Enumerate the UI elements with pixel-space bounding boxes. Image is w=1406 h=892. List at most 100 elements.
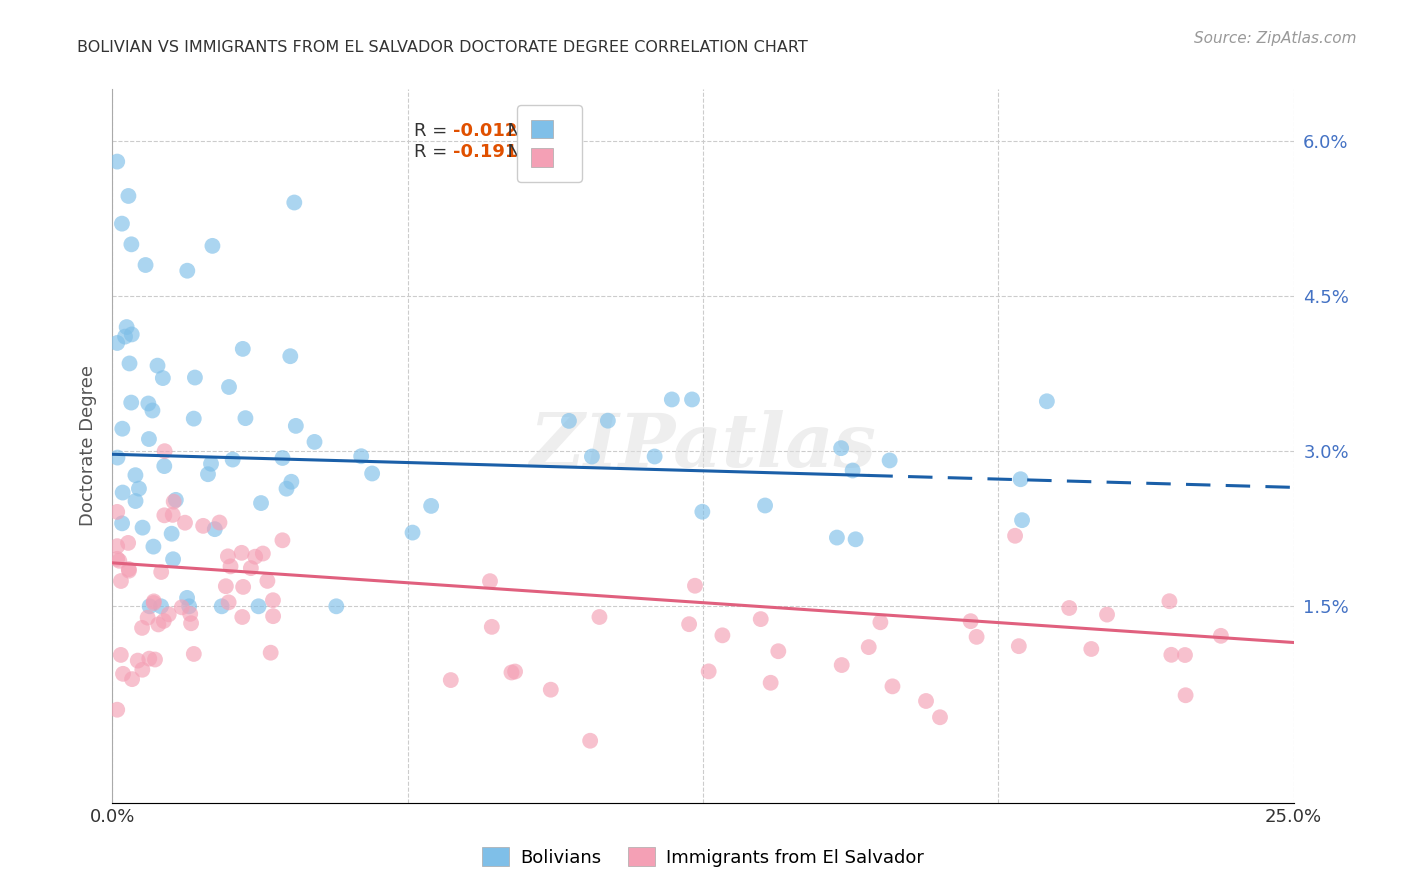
Point (114, 329, 136, 343)
Point (111, 516, 134, 531)
Point (170, 600, 193, 615)
Point (579, 733, 602, 747)
Point (759, 675, 782, 690)
Point (831, 658, 853, 673)
Point (678, 617, 700, 632)
Point (135, 258, 157, 272)
Point (163, 494, 186, 508)
Point (478, 574, 501, 589)
Point (118, 564, 141, 578)
Point (184, 370, 207, 384)
Point (845, 533, 868, 547)
Point (112, 666, 135, 681)
Point (271, 533, 294, 548)
Point (118, 562, 141, 576)
Point (276, 482, 298, 496)
Point (749, 612, 772, 626)
Point (915, 694, 938, 708)
Point (152, 371, 174, 385)
Point (841, 463, 863, 477)
Point (1160, 648, 1182, 662)
Point (128, 482, 150, 496)
Point (118, 356, 141, 370)
Text: N =: N = (496, 121, 548, 139)
Point (232, 580, 254, 594)
Point (150, 565, 173, 579)
Point (218, 595, 240, 609)
Point (830, 441, 852, 455)
Point (588, 610, 610, 624)
Point (124, 468, 146, 483)
Point (879, 453, 901, 467)
Point (260, 646, 283, 660)
Point (711, 628, 734, 642)
Point (1036, 394, 1059, 409)
Point (131, 663, 153, 677)
Text: 83: 83 (529, 143, 554, 161)
Point (201, 239, 224, 253)
Point (115, 320, 138, 334)
Text: -0.191: -0.191 (453, 143, 517, 161)
Point (179, 607, 201, 621)
Point (325, 599, 347, 614)
Point (162, 552, 184, 566)
Point (107, 450, 129, 465)
Point (179, 599, 201, 614)
Point (105, 505, 128, 519)
Point (245, 549, 267, 564)
Point (420, 499, 443, 513)
Text: R =: R = (413, 143, 458, 161)
Point (183, 647, 205, 661)
Point (239, 561, 262, 575)
Point (221, 452, 243, 467)
Point (174, 516, 197, 530)
Point (1209, 629, 1232, 643)
Point (111, 485, 134, 500)
Point (235, 411, 257, 425)
Point (110, 574, 132, 588)
Point (271, 450, 294, 465)
Point (108, 554, 131, 568)
Point (183, 411, 205, 425)
Point (697, 665, 720, 679)
Point (121, 327, 143, 342)
Point (1159, 594, 1181, 608)
Point (481, 620, 503, 634)
Point (278, 349, 301, 363)
Point (176, 591, 198, 605)
Point (262, 609, 284, 624)
Point (825, 531, 848, 545)
Point (197, 467, 219, 482)
Point (120, 395, 142, 409)
Point (218, 380, 240, 394)
Point (1004, 529, 1026, 543)
Point (143, 652, 166, 666)
Point (153, 508, 176, 523)
Point (211, 599, 233, 614)
Point (150, 599, 173, 614)
Point (440, 673, 463, 687)
Point (250, 496, 273, 510)
Point (768, 644, 790, 658)
Point (105, 539, 128, 553)
Text: R =: R = (413, 121, 458, 139)
Text: N =: N = (496, 143, 548, 161)
Point (153, 459, 176, 474)
Point (304, 434, 326, 449)
Point (200, 457, 222, 471)
Point (141, 403, 163, 417)
Point (350, 449, 373, 463)
Point (142, 540, 165, 554)
Point (217, 549, 239, 564)
Point (503, 665, 526, 679)
Point (176, 263, 198, 277)
Point (1095, 607, 1118, 622)
Point (121, 672, 143, 686)
Point (120, 237, 142, 252)
Text: ZIPatlas: ZIPatlas (530, 409, 876, 483)
Point (661, 392, 683, 407)
Point (162, 508, 184, 522)
Point (361, 467, 384, 481)
Point (1080, 642, 1102, 657)
Point (401, 525, 423, 540)
